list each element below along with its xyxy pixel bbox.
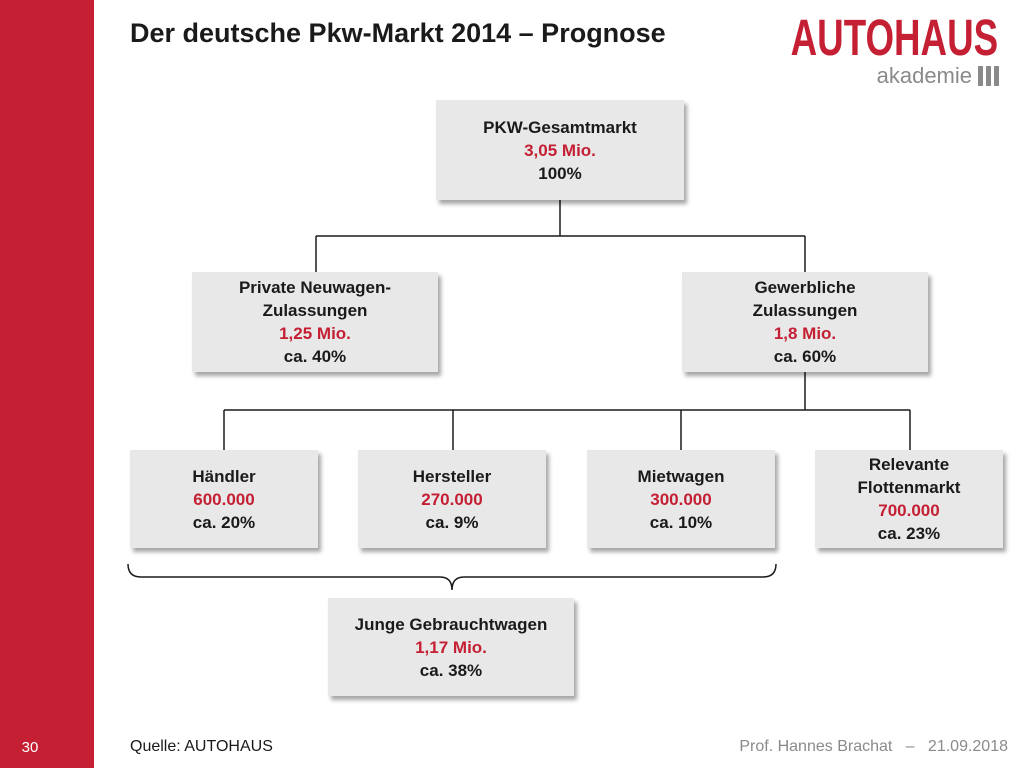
box-share: ca. 10%	[649, 512, 713, 532]
box-mietwagen: Mietwagen 300.000 ca. 10%	[587, 450, 775, 548]
box-share: 100%	[538, 163, 582, 183]
box-junge-gebrauchtwagen: Junge Gebrauchtwagen 1,17 Mio. ca. 38%	[328, 598, 574, 696]
box-gewerbliche-zulassungen: Gewerbliche Zulassungen 1,8 Mio. ca. 60%	[682, 272, 928, 372]
footer-separator: –	[905, 738, 915, 755]
box-value: 270.000	[421, 489, 483, 509]
box-label: Mietwagen	[637, 466, 725, 486]
box-haendler: Händler 600.000 ca. 20%	[130, 450, 318, 548]
box-value: 600.000	[193, 489, 255, 509]
box-pkw-gesamtmarkt: PKW-Gesamtmarkt 3,05 Mio. 100%	[436, 100, 684, 200]
box-share: ca. 9%	[425, 512, 479, 532]
box-value: 300.000	[650, 489, 712, 509]
box-label: Relevante	[868, 455, 950, 474]
logo-subtitle: akademie	[876, 63, 972, 88]
box-share: ca. 60%	[773, 347, 837, 366]
slide-title: Der deutsche Pkw-Markt 2014 – Prognose	[130, 18, 666, 48]
box-hersteller: Hersteller 270.000 ca. 9%	[358, 450, 546, 548]
box-label: Hersteller	[412, 466, 492, 486]
box-value: 1,25 Mio.	[279, 324, 351, 343]
box-label: Flottenmarkt	[857, 478, 961, 497]
page-number: 30	[21, 739, 39, 756]
box-value: 1,17 Mio.	[415, 637, 487, 657]
autohaus-akademie-logo: AUTOHAUS akademie	[791, 8, 1008, 92]
box-share: ca. 40%	[283, 347, 347, 366]
footer-credit: Prof. Hannes Brachat – 21.09.2018	[739, 738, 1008, 756]
source-note: Quelle: AUTOHAUS	[130, 738, 273, 755]
box-share: ca. 23%	[877, 524, 941, 543]
box-share: ca. 20%	[192, 512, 256, 532]
footer-author: Prof. Hannes Brachat	[739, 738, 893, 755]
box-label: Gewerbliche	[754, 278, 856, 297]
box-share: ca. 38%	[419, 660, 483, 680]
logo-wordmark: AUTOHAUS	[790, 9, 998, 66]
box-private-neuwagen: Private Neuwagen- Zulassungen 1,25 Mio. …	[192, 272, 438, 372]
box-relevante-flottenmarkt: Relevante Flottenmarkt 700.000 ca. 23%	[815, 450, 1003, 548]
box-label: Zulassungen	[262, 301, 368, 320]
box-label: Junge Gebrauchtwagen	[354, 614, 548, 634]
box-label: Händler	[192, 466, 256, 486]
box-label: Zulassungen	[752, 301, 858, 320]
sidebar-accent: 30	[0, 0, 94, 768]
footer-date: 21.09.2018	[927, 738, 1008, 755]
box-label: PKW-Gesamtmarkt	[483, 117, 637, 137]
box-label: Private Neuwagen-	[238, 278, 392, 297]
box-value: 1,8 Mio.	[773, 324, 837, 343]
box-value: 3,05 Mio.	[524, 140, 596, 160]
box-value: 700.000	[878, 501, 940, 520]
logo-bars-icon	[978, 66, 1000, 86]
